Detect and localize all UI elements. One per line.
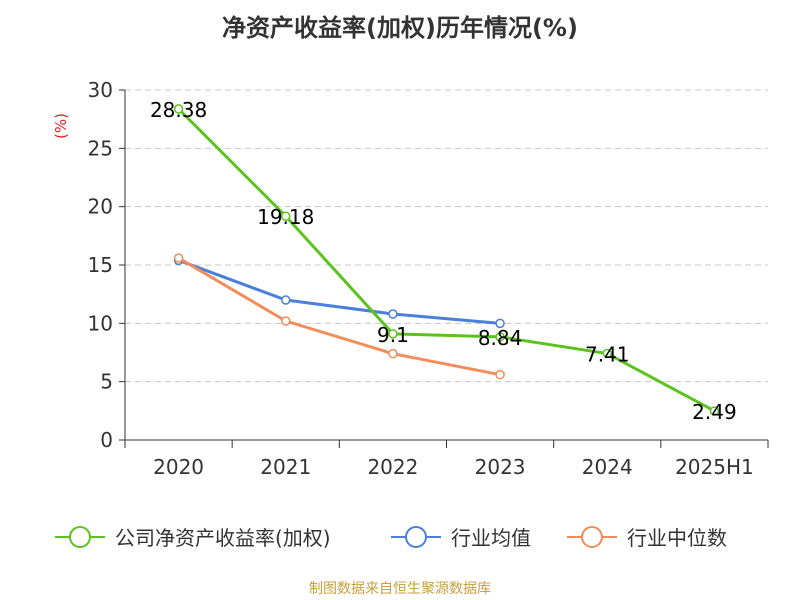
x-tick-label: 2024 — [582, 455, 633, 479]
y-tick-label: 15 — [88, 253, 113, 277]
source-note: 制图数据来自恒生聚源数据库 — [309, 581, 491, 597]
data-point — [173, 104, 184, 114]
legend-marker — [405, 526, 427, 548]
data-label: 8.84 — [478, 326, 523, 350]
data-point — [495, 369, 505, 380]
x-tick-label: 2020 — [153, 455, 204, 479]
series-line — [177, 107, 716, 413]
data-point — [281, 316, 291, 326]
data-point — [281, 211, 291, 221]
y-tick-label: 30 — [88, 78, 113, 102]
series — [173, 104, 720, 416]
x-tick-label: 2023 — [475, 455, 526, 479]
y-axis-label: (%) — [52, 113, 70, 139]
series-line — [177, 256, 501, 377]
data-label: 28.38 — [150, 98, 207, 122]
data-labels: 28.38 19.18 9.1 8.84 7.41 2.49 — [150, 98, 737, 424]
data-point — [388, 309, 398, 319]
y-tick-label: 5 — [100, 370, 113, 394]
legend: 公司净资产收益率(加权) 行业均值 行业中位数 — [55, 526, 727, 550]
y-tick-label: 0 — [100, 428, 113, 452]
data-point — [709, 406, 720, 416]
data-point — [173, 253, 184, 263]
data-point — [495, 318, 505, 329]
legend-label: 公司净资产收益率(加权) — [115, 526, 331, 550]
grid-lines — [125, 89, 768, 383]
legend-label: 行业均值 — [451, 526, 531, 550]
series-line — [178, 258, 501, 325]
data-label: 19.18 — [257, 205, 314, 229]
legend-label: 行业中位数 — [627, 526, 727, 550]
data-label: 9.1 — [377, 323, 409, 347]
chart-title: 净资产收益率(加权)历年情况(%) — [222, 14, 578, 42]
axes: 0 5 10 15 20 25 30 2020 2021 2022 2023 2024 2025H1 — [88, 78, 769, 479]
legend-marker — [581, 526, 603, 548]
x-tick-label: 2021 — [260, 455, 311, 479]
x-tick-label: 2025H1 — [675, 455, 754, 479]
data-label: 7.41 — [585, 343, 630, 367]
legend-marker — [69, 526, 91, 548]
y-tick-label: 20 — [88, 195, 113, 219]
data-point — [388, 329, 398, 339]
y-tick-label: 10 — [88, 311, 113, 335]
data-point — [281, 295, 291, 305]
data-point — [495, 332, 505, 342]
data-label: 2.49 — [692, 400, 737, 424]
data-point — [602, 348, 612, 359]
x-tick-label: 2022 — [367, 455, 418, 479]
data-point — [388, 348, 398, 359]
y-tick-label: 25 — [88, 136, 113, 160]
